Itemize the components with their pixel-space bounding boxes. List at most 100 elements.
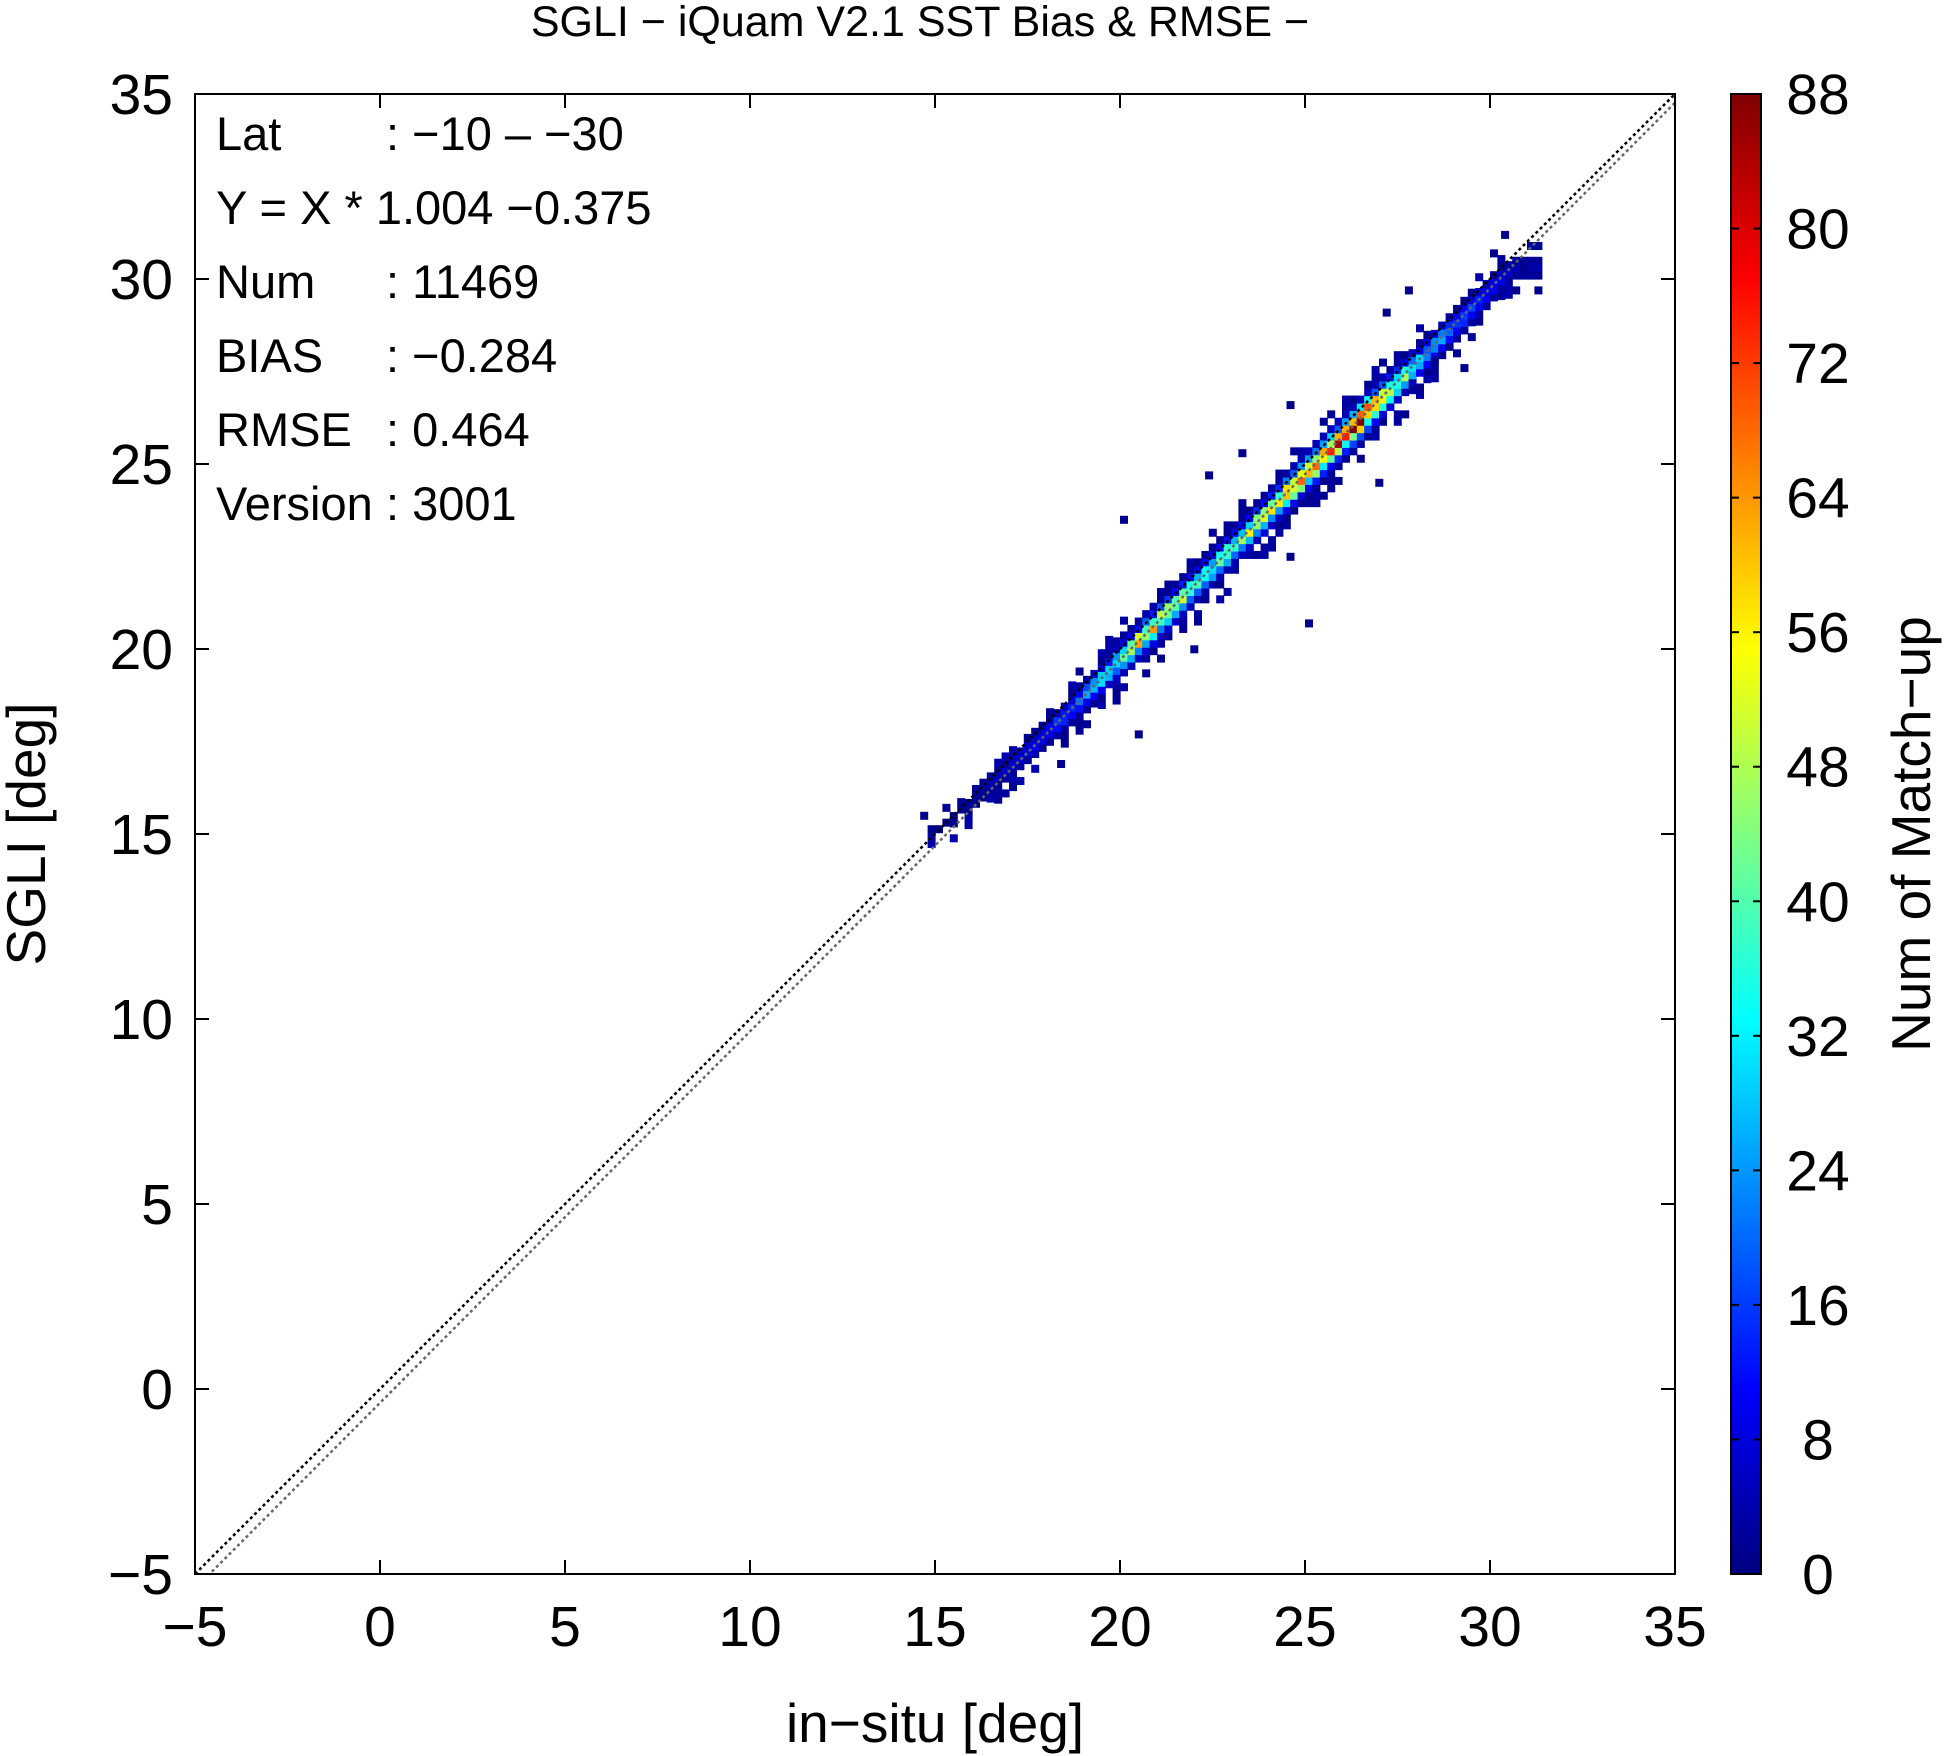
density-cell [1453,349,1461,358]
density-cell [1305,484,1313,493]
density-cell [1238,550,1247,559]
x-tick-label: 35 [1643,1595,1706,1659]
density-cell [1275,528,1284,537]
density-cell [1512,286,1521,295]
density-cell [1120,638,1128,647]
density-cell [1327,432,1336,441]
density-cell [1112,681,1121,690]
density-cell [1253,506,1262,515]
density-cell [1416,368,1424,377]
density-cell [1068,696,1077,705]
density-cell [1404,286,1413,295]
density-cell [1416,324,1424,333]
density-cell [1297,484,1306,493]
density-cell [1105,680,1114,689]
density-cell [1223,528,1232,537]
density-cell [1497,292,1506,301]
density-cell [1312,439,1321,448]
density-cell [1134,639,1143,648]
density-cell [964,806,973,815]
density-cell [1208,543,1217,552]
density-cell [1534,286,1543,295]
density-cell [994,780,1003,789]
y-axis-label: SGLI [deg] [0,703,57,966]
density-cell [1386,365,1395,374]
density-cell [1438,351,1447,360]
density-cell [1460,319,1469,328]
density-cell [1001,767,1010,776]
density-cell [1371,380,1380,389]
density-cell [1186,602,1195,611]
density-cell [1112,666,1121,675]
density-cell [1157,602,1165,611]
x-tick-label: −5 [163,1595,228,1659]
colorbar-tick-label: 8 [1802,1408,1834,1472]
density-cell [1179,610,1188,619]
density-cell [1386,380,1395,389]
density-cell [1475,310,1484,319]
density-cell [1386,402,1395,411]
density-cell [986,794,995,803]
density-cell [1305,499,1313,508]
density-cell [1260,528,1269,537]
density-cell [1201,550,1210,559]
density-cell [1112,689,1121,698]
density-cell [1490,278,1498,287]
density-cell [1453,334,1461,343]
density-cell [1060,702,1069,711]
density-cell [1327,476,1336,485]
density-cell [1438,343,1447,352]
density-cell [1090,692,1099,701]
density-cell [1290,506,1299,515]
density-cell [1275,506,1284,515]
density-cell [1534,264,1543,273]
density-cell [1142,669,1151,678]
density-cell [1297,469,1306,478]
y-tick-label: 30 [110,248,173,312]
density-cell [1312,476,1321,485]
density-cell [1379,402,1387,411]
density-cell [1157,617,1165,626]
density-cell [927,840,936,849]
density-cell [1527,271,1535,280]
density-cell [1430,356,1439,365]
density-cell [1490,249,1498,258]
density-cell [1090,677,1099,686]
x-tick-label: 5 [549,1595,581,1659]
colorbar-label: Num of Match−up [1880,616,1942,1052]
density-cell [1534,256,1543,265]
density-cell [1334,425,1343,434]
density-cell [1120,683,1128,692]
density-cell [1245,506,1254,515]
density-cells [920,230,1543,849]
density-cell [1060,739,1069,748]
density-cell [920,811,929,820]
density-cell [1504,283,1513,292]
stats-value: : −0.284 [386,329,557,382]
stats-value: : 11469 [386,255,539,308]
density-cell [979,786,988,795]
density-cell [1179,595,1188,604]
density-cell [1068,688,1077,697]
density-cell [1083,683,1091,692]
density-cell [1497,269,1506,278]
density-cell [1149,632,1158,641]
density-cell [1120,616,1128,625]
density-cell [1157,624,1165,633]
density-cell [994,758,1003,767]
density-cell [1430,374,1439,383]
density-cell [1120,646,1128,655]
density-cell [1305,447,1313,456]
density-cell [1286,401,1295,410]
density-cell [1416,383,1424,392]
density-cell [1290,491,1299,500]
density-cell [1408,371,1417,380]
chart-title: SGLI − iQuam V2.1 SST Bias & RMSE − [531,0,1309,46]
density-cell [1194,610,1202,619]
density-cell [964,798,973,807]
density-cell [1497,255,1506,264]
density-cell [1194,587,1202,596]
density-cell [1245,513,1254,522]
density-cell [1171,610,1180,619]
density-cell [1060,724,1069,733]
